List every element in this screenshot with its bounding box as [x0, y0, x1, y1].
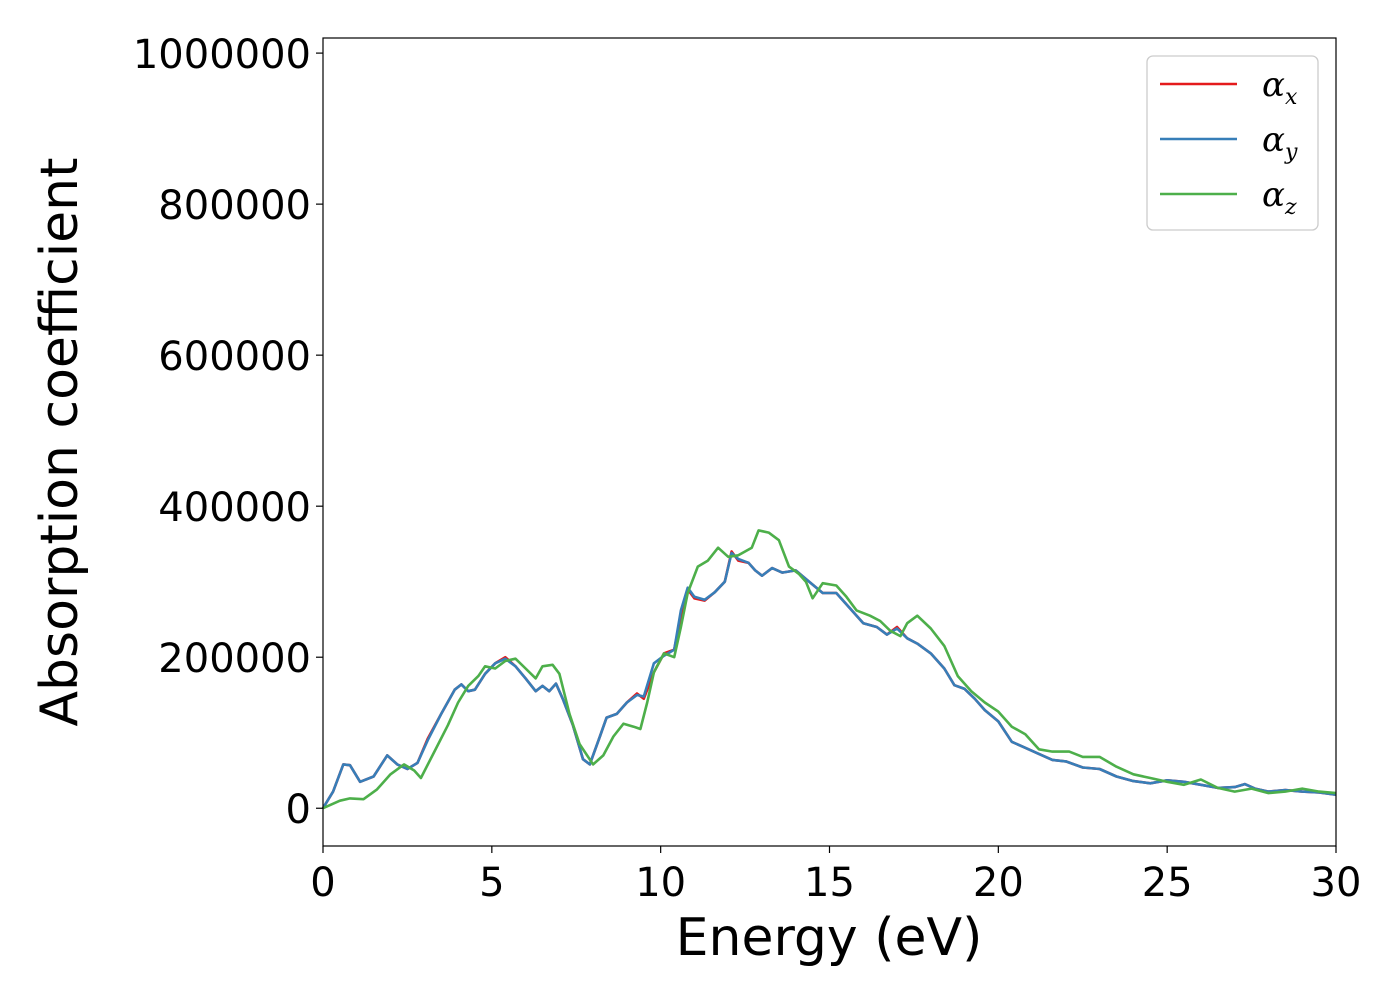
- x-tick-label: 15: [804, 860, 855, 906]
- series-layer: [321, 529, 1337, 810]
- x-tick-label: 0: [310, 860, 335, 906]
- y-tick-label: 600000: [158, 334, 311, 380]
- x-tick-label: 20: [973, 860, 1024, 906]
- x-axis: 0 5 10 15 20 25 30: [310, 846, 1361, 906]
- y-tick-label: 1000000: [133, 32, 311, 78]
- x-tick-label: 25: [1142, 860, 1193, 906]
- y-tick-label: 200000: [158, 636, 311, 682]
- x-tick-label: 10: [635, 860, 686, 906]
- y-tick-label: 400000: [158, 485, 311, 531]
- y-axis-title: Absorption coefficient: [30, 157, 90, 726]
- x-tick-label: 5: [479, 860, 504, 906]
- y-tick-label: 0: [286, 787, 311, 833]
- x-tick-label: 30: [1311, 860, 1362, 906]
- series-line-y: [321, 551, 1337, 809]
- series-line-z: [322, 529, 1337, 810]
- legend-box: [1146, 55, 1319, 231]
- x-axis-title: Energy (eV): [676, 908, 983, 968]
- y-axis: 0 200000 400000 600000 800000 1000000: [133, 32, 323, 833]
- y-tick-label: 800000: [158, 183, 311, 229]
